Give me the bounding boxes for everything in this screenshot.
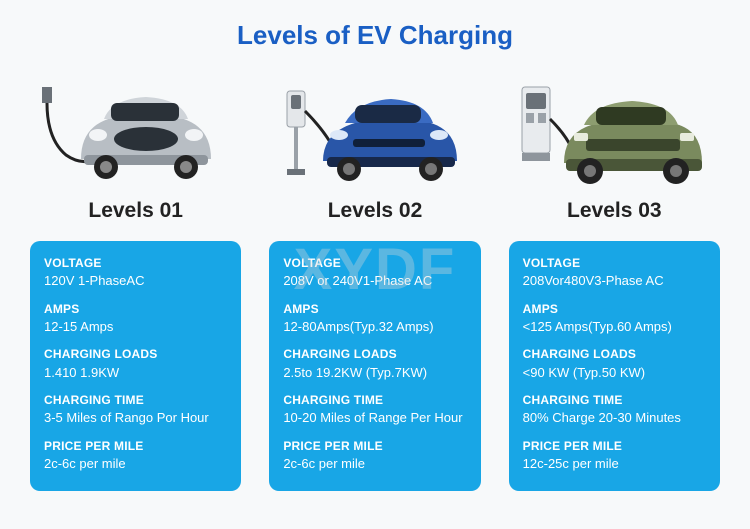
spec-value: 208Vor480V3-Phase AC: [523, 272, 706, 290]
spec-row: PRICE PER MILE 12c-25c per mile: [523, 438, 706, 473]
spec-label: AMPS: [44, 301, 227, 317]
car-illustration-2: [269, 69, 480, 189]
spec-row: CHARGING TIME 3-5 Miles of Rango Por Hou…: [44, 392, 227, 427]
spec-row: PRICE PER MILE 2c-6c per mile: [283, 438, 466, 473]
level-label-2: Levels 02: [328, 199, 423, 223]
spec-row: VOLTAGE 120V 1-PhaseAC: [44, 255, 227, 290]
specs-card-1: VOLTAGE 120V 1-PhaseAC AMPS 12-15 Amps C…: [30, 241, 241, 491]
page-title: Levels of EV Charging: [30, 20, 720, 51]
level-column-1: Levels 01 VOLTAGE 120V 1-PhaseAC AMPS 12…: [30, 69, 241, 491]
spec-label: PRICE PER MILE: [44, 438, 227, 454]
spec-row: VOLTAGE 208Vor480V3-Phase AC: [523, 255, 706, 290]
spec-label: CHARGING TIME: [523, 392, 706, 408]
spec-value: 12-80Amps(Typ.32 Amps): [283, 318, 466, 336]
spec-value: 2.5to 19.2KW (Typ.7KW): [283, 364, 466, 382]
specs-card-2: VOLTAGE 208V or 240V1-Phase AC AMPS 12-8…: [269, 241, 480, 491]
spec-value: 2c-6c per mile: [283, 455, 466, 473]
spec-value: <90 KW (Typ.50 KW): [523, 364, 706, 382]
spec-row: CHARGING LOADS 2.5to 19.2KW (Typ.7KW): [283, 346, 466, 381]
spec-row: AMPS 12-15 Amps: [44, 301, 227, 336]
spec-value: 12-15 Amps: [44, 318, 227, 336]
car-illustration-1: [30, 69, 241, 189]
spec-label: VOLTAGE: [523, 255, 706, 271]
spec-label: AMPS: [283, 301, 466, 317]
level-label-1: Levels 01: [88, 199, 183, 223]
spec-row: AMPS <125 Amps(Typ.60 Amps): [523, 301, 706, 336]
spec-value: 12c-25c per mile: [523, 455, 706, 473]
spec-label: VOLTAGE: [44, 255, 227, 271]
specs-card-3: VOLTAGE 208Vor480V3-Phase AC AMPS <125 A…: [509, 241, 720, 491]
car-illustration-3: [509, 69, 720, 189]
spec-label: CHARGING LOADS: [523, 346, 706, 362]
spec-label: CHARGING TIME: [44, 392, 227, 408]
levels-row: Levels 01 VOLTAGE 120V 1-PhaseAC AMPS 12…: [30, 69, 720, 491]
spec-row: AMPS 12-80Amps(Typ.32 Amps): [283, 301, 466, 336]
spec-value: 120V 1-PhaseAC: [44, 272, 227, 290]
spec-value: 10-20 Miles of Range Per Hour: [283, 409, 466, 427]
spec-label: PRICE PER MILE: [283, 438, 466, 454]
spec-label: CHARGING TIME: [283, 392, 466, 408]
level-label-3: Levels 03: [567, 199, 662, 223]
spec-value: 2c-6c per mile: [44, 455, 227, 473]
level-column-2: Levels 02 VOLTAGE 208V or 240V1-Phase AC…: [269, 69, 480, 491]
spec-value: 1.410 1.9KW: [44, 364, 227, 382]
spec-row: VOLTAGE 208V or 240V1-Phase AC: [283, 255, 466, 290]
spec-label: PRICE PER MILE: [523, 438, 706, 454]
spec-value: 80% Charge 20-30 Minutes: [523, 409, 706, 427]
level-column-3: Levels 03 VOLTAGE 208Vor480V3-Phase AC A…: [509, 69, 720, 491]
spec-label: CHARGING LOADS: [44, 346, 227, 362]
spec-label: AMPS: [523, 301, 706, 317]
spec-value: 3-5 Miles of Rango Por Hour: [44, 409, 227, 427]
spec-row: PRICE PER MILE 2c-6c per mile: [44, 438, 227, 473]
spec-label: CHARGING LOADS: [283, 346, 466, 362]
spec-value: 208V or 240V1-Phase AC: [283, 272, 466, 290]
spec-row: CHARGING TIME 80% Charge 20-30 Minutes: [523, 392, 706, 427]
spec-row: CHARGING LOADS <90 KW (Typ.50 KW): [523, 346, 706, 381]
spec-value: <125 Amps(Typ.60 Amps): [523, 318, 706, 336]
spec-row: CHARGING TIME 10-20 Miles of Range Per H…: [283, 392, 466, 427]
spec-label: VOLTAGE: [283, 255, 466, 271]
spec-row: CHARGING LOADS 1.410 1.9KW: [44, 346, 227, 381]
